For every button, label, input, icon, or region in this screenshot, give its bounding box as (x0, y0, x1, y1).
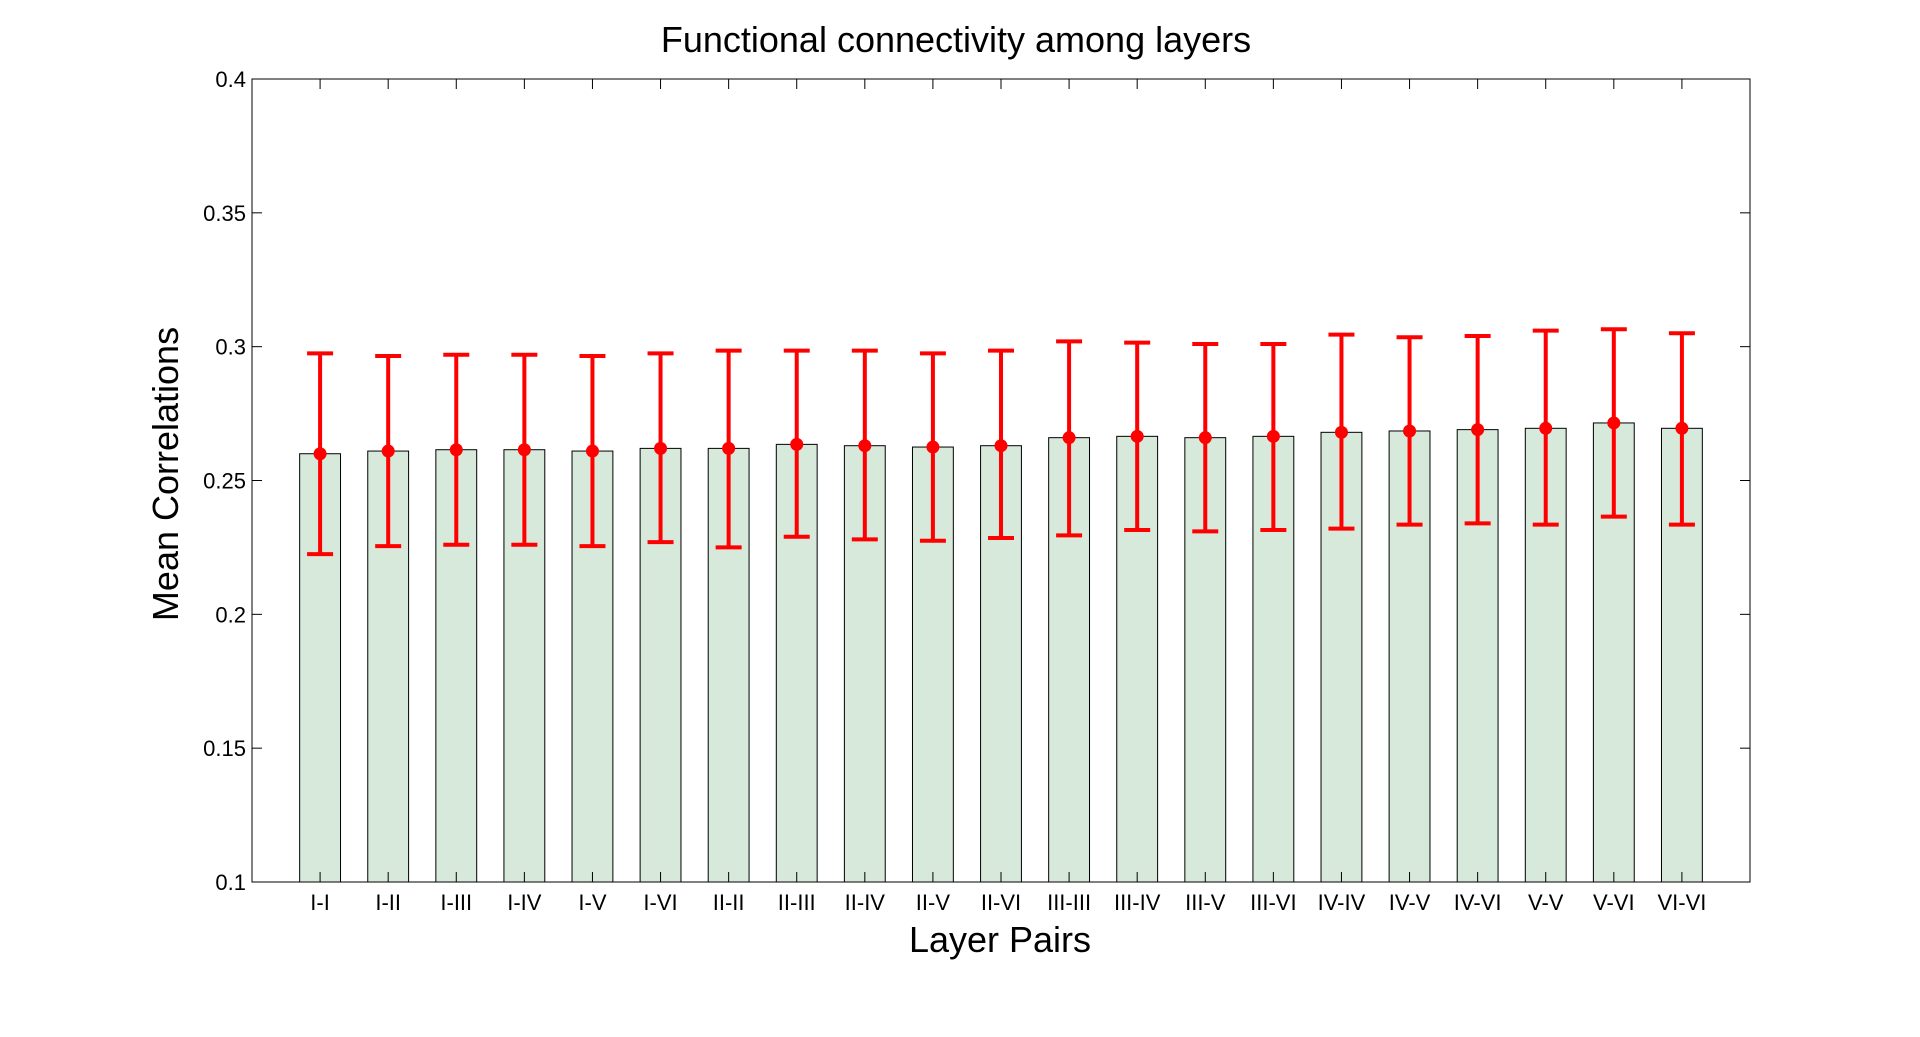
y-tick-label: 0.15 (203, 736, 246, 761)
x-axis-label: Layer Pairs (909, 919, 1091, 960)
x-tick-label: I-II (375, 890, 401, 915)
mean-point (313, 447, 327, 461)
mean-point (722, 441, 736, 455)
mean-point (1675, 421, 1689, 435)
mean-point (1130, 429, 1144, 443)
mean-point (790, 437, 804, 451)
y-tick-label: 0.4 (215, 67, 246, 92)
x-tick-label: I-I (310, 890, 330, 915)
x-tick-label: II-VI (981, 890, 1021, 915)
error-bar-series (307, 327, 1695, 557)
x-tick-label: II-II (713, 890, 745, 915)
x-tick-label: V-V (1528, 890, 1564, 915)
mean-point (1266, 429, 1280, 443)
y-tick-label: 0.25 (203, 469, 246, 494)
mean-point (517, 443, 531, 457)
x-tick-label: IV-VI (1454, 890, 1502, 915)
mean-point (449, 443, 463, 457)
x-tick-label: II-V (916, 890, 951, 915)
mean-point (1198, 431, 1212, 445)
y-tick-label: 0.1 (215, 870, 246, 895)
mean-point (1607, 416, 1621, 430)
x-tick-label: IV-IV (1318, 890, 1366, 915)
y-axis-label: Mean Correlations (145, 327, 186, 621)
mean-point (585, 444, 599, 458)
mean-point (1539, 421, 1553, 435)
mean-point (926, 440, 940, 454)
x-tick-label: II-IV (845, 890, 886, 915)
y-tick-label: 0.35 (203, 201, 246, 226)
x-tick-label: V-VI (1593, 890, 1635, 915)
x-tick-label: I-V (578, 890, 606, 915)
mean-point (381, 444, 395, 458)
x-tick-label: III-VI (1250, 890, 1296, 915)
y-tick-label: 0.3 (215, 335, 246, 360)
x-tick-label: III-III (1047, 890, 1091, 915)
x-tick-label: I-VI (643, 890, 677, 915)
mean-point (1062, 431, 1076, 445)
bar (1388, 430, 1431, 883)
x-tick-label: VI-VI (1657, 890, 1706, 915)
axis-ticks: 0.1 0.15 0.2 0.25 0.3 0.35 0.4 I-I I-II I-III I-IV… (203, 67, 1750, 915)
x-tick-label: I-IV (507, 890, 542, 915)
x-tick-label: IV-V (1389, 890, 1431, 915)
y-tick-label: 0.2 (215, 602, 246, 627)
mean-point (858, 439, 872, 453)
x-tick-label: II-III (778, 890, 816, 915)
chart-title: Functional connectivity among layers (661, 19, 1251, 60)
mean-point (1334, 425, 1348, 439)
mean-point (1471, 423, 1485, 437)
x-tick-label: III-IV (1114, 890, 1161, 915)
mean-point (994, 439, 1008, 453)
mean-point (1403, 424, 1417, 438)
x-tick-label: I-III (440, 890, 472, 915)
mean-point (654, 441, 668, 455)
x-tick-label: III-V (1185, 890, 1226, 915)
